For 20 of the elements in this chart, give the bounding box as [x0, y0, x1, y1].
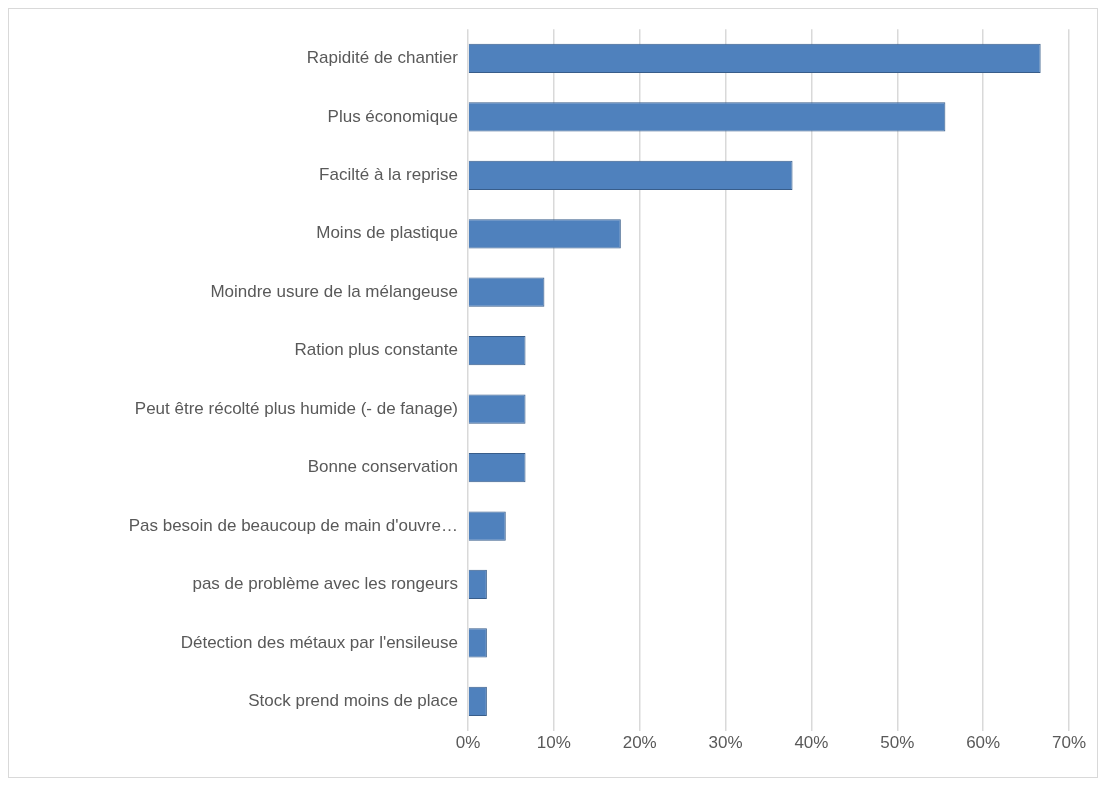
x-tick-label: 30%	[708, 733, 743, 753]
x-tick-label: 40%	[794, 733, 829, 753]
x-tick-label: 20%	[622, 733, 657, 753]
y-tick-label: Moins de plastique	[316, 223, 458, 243]
x-tick-label: 60%	[966, 733, 1001, 753]
y-tick-label: Facilté à la reprise	[319, 165, 458, 185]
x-tick-label: 0%	[455, 733, 481, 753]
x-tick-label: 70%	[1051, 733, 1087, 753]
y-tick-label: pas de problème avec les rongeurs	[192, 574, 458, 594]
y-tick-label: Bonne conservation	[307, 457, 458, 477]
x-tick-label: 10%	[536, 733, 571, 753]
y-tick-label: Pas besoin de beaucoup de main d'ouvre…	[128, 515, 458, 535]
y-tick-label: Rapidité de chantier	[306, 48, 459, 68]
y-tick-label: Moindre usure de la mélangeuse	[210, 281, 458, 301]
y-tick-label: Détection des métaux par l'ensileuse	[180, 632, 458, 652]
y-tick-label: Ration plus constante	[294, 340, 458, 360]
y-tick-label: Stock prend moins de place	[248, 691, 458, 711]
y-tick-label: Peut être récolté plus humide (- de fanage)	[134, 398, 458, 418]
y-tick-label: Plus économique	[327, 106, 458, 126]
x-tick-label: 50%	[880, 733, 915, 753]
